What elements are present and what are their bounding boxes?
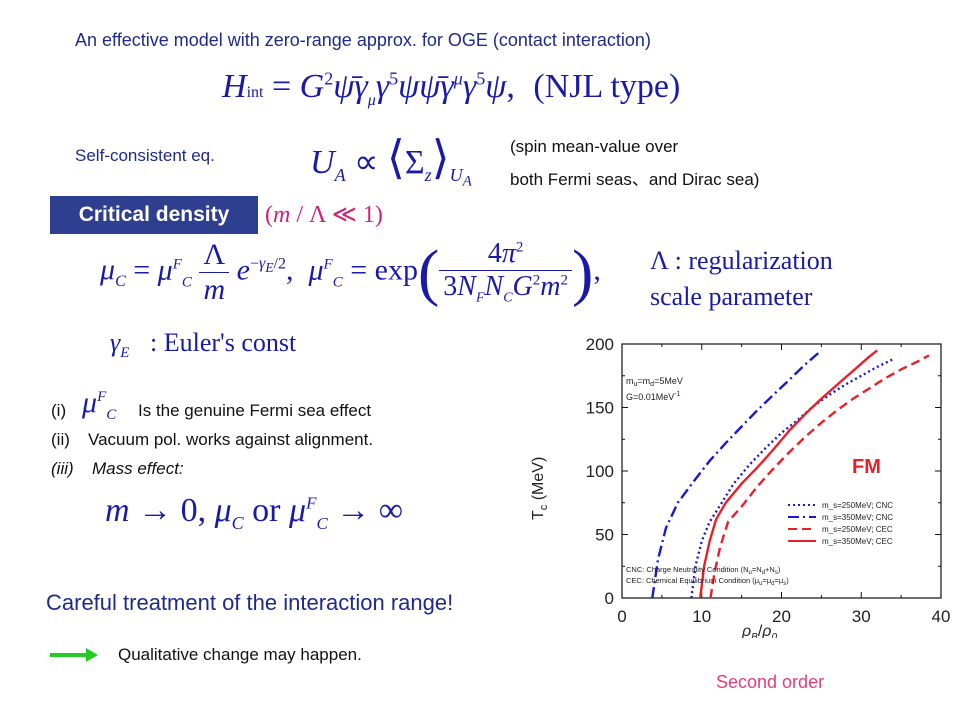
effect-2-marker: (ii) bbox=[51, 430, 70, 449]
intro-text: An effective model with zero-range appro… bbox=[75, 30, 651, 50]
effect-1-marker: (i) bbox=[51, 401, 67, 420]
legend-label-2: m_s=350MeV; CNC bbox=[822, 513, 893, 522]
ylabel-T: Tc (MeV) bbox=[530, 457, 550, 520]
lambda-label-line2: scale parameter bbox=[650, 282, 813, 311]
x-tick-label: 30 bbox=[852, 607, 871, 626]
series-line-4 bbox=[699, 349, 878, 599]
y-tick-label: 150 bbox=[586, 399, 614, 418]
chart-background bbox=[520, 338, 960, 638]
y-tick-label: 100 bbox=[586, 462, 614, 481]
y-tick-label: 200 bbox=[586, 338, 614, 354]
tc-density-chart: 0 10 20 30 40 0 50 100 150 200 Tc (MeV) mu=md=5Me… bbox=[520, 338, 960, 638]
self-consistent-label: Self-consistent eq. bbox=[75, 146, 215, 165]
params-line2: G=0.01MeV-1 bbox=[626, 391, 681, 402]
footnote-cnc: CNC: Charge Neutrality Condition (Nu=Nd+… bbox=[626, 565, 781, 576]
y-tick-label: 0 bbox=[605, 589, 614, 608]
mass-condition: (m / Λ ≪ 1) bbox=[265, 202, 383, 228]
euler-label: : Euler's const bbox=[150, 328, 297, 357]
fermi-mu-symbol: μFC bbox=[82, 386, 117, 423]
chart-series bbox=[651, 349, 930, 599]
spin-note-line1: (spin mean-value over bbox=[510, 137, 679, 156]
second-order-label: Second order bbox=[716, 672, 825, 692]
effect-3-text: Mass effect: bbox=[92, 459, 184, 478]
arrow-right-icon bbox=[50, 648, 98, 662]
x-tick-label: 0 bbox=[617, 607, 626, 626]
y-tick-label: 50 bbox=[595, 526, 614, 545]
params-line1: mu=md=5MeV bbox=[626, 376, 683, 388]
spin-note-line2: both Fermi seas、and Dirac sea) bbox=[510, 170, 760, 189]
x-tick-label: 40 bbox=[932, 607, 951, 626]
legend-box bbox=[784, 499, 934, 551]
chart-legend: m_s=250MeV; CNC m_s=350MeV; CNC m_s=250MeV… bbox=[784, 499, 934, 551]
legend-label-1: m_s=250MeV; CNC bbox=[822, 501, 893, 510]
hamiltonian-equation: Hint = G2ψ̄γμγ5ψψ̄γμγ5ψ, (NJL type) bbox=[222, 68, 681, 109]
lambda-label-line1: Λ : regularization bbox=[650, 246, 833, 275]
euler-symbol: γE bbox=[110, 328, 130, 362]
legend-label-4: m_s=350MeV; CEC bbox=[822, 537, 893, 546]
qualitative-text: Qualitative change may happen. bbox=[118, 645, 362, 664]
xlabel-rho: ρB/ρ0 bbox=[741, 623, 777, 638]
x-tick-label: 10 bbox=[692, 607, 711, 626]
mass-limit-equation: m → 0, μC or μFC → ∞ bbox=[105, 492, 404, 533]
series-line-2 bbox=[651, 349, 823, 599]
effect-1-text: Is the genuine Fermi sea effect bbox=[138, 401, 372, 420]
careful-text: Careful treatment of the interaction ran… bbox=[46, 590, 454, 615]
x-tick-label: 20 bbox=[772, 607, 791, 626]
series-line-3 bbox=[709, 354, 930, 599]
effect-3-marker: (iii) bbox=[51, 459, 74, 478]
fm-annotation: FM bbox=[852, 456, 881, 478]
effect-2-text: Vacuum pol. works against alignment. bbox=[88, 430, 374, 449]
self-consistent-equation: UA ∝ ⟨Σz⟩UA bbox=[310, 132, 472, 190]
footnote-cec: CEC: Chemical Equilibrium Condition (μu=… bbox=[626, 576, 789, 587]
critical-density-badge: Critical density bbox=[50, 196, 258, 234]
chart-axes: 0 10 20 30 40 0 50 100 150 200 bbox=[586, 338, 951, 626]
njl-label: (NJL type) bbox=[533, 68, 681, 105]
legend-label-3: m_s=250MeV; CEC bbox=[822, 525, 893, 534]
